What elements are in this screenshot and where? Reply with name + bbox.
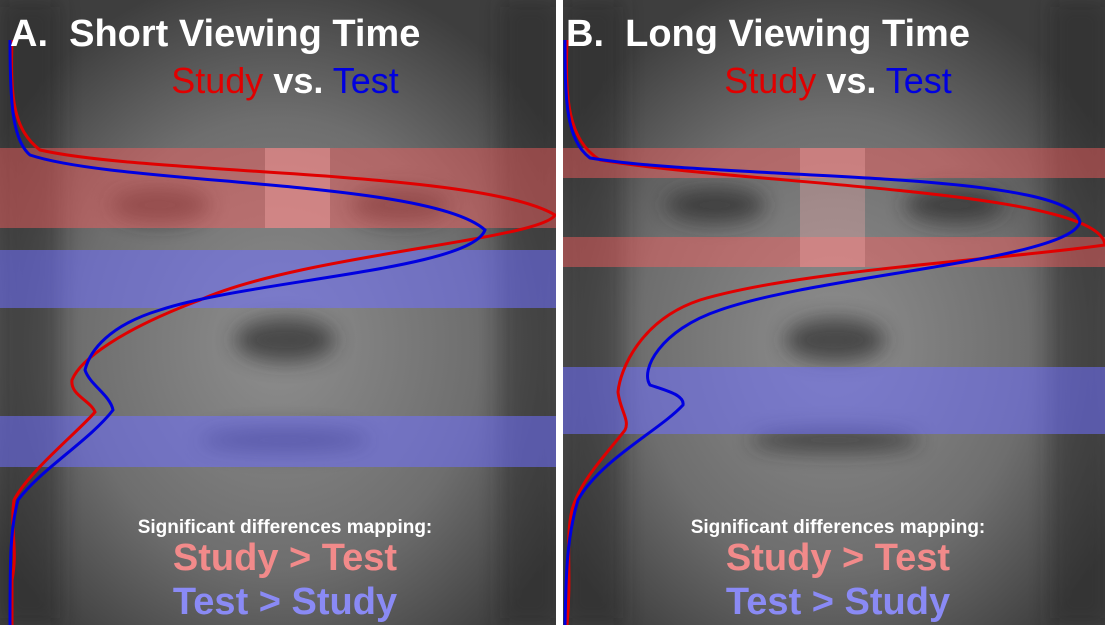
subtitle-vs: vs. xyxy=(273,60,323,101)
face-background xyxy=(563,0,1105,625)
study-curve xyxy=(565,39,1105,625)
study-band xyxy=(0,148,556,228)
subtitle-vs: vs. xyxy=(826,60,876,101)
legend-heading: Significant differences mapping: xyxy=(691,517,986,538)
subtitle-study: Study xyxy=(724,60,816,101)
panel-title: B. Long Viewing Time xyxy=(566,13,970,55)
test-band xyxy=(563,367,1105,434)
legend-test: Test > Study xyxy=(726,581,950,623)
subtitle-test: Test xyxy=(886,60,952,101)
face-background xyxy=(0,0,556,625)
test-curve xyxy=(563,39,1082,625)
subtitle-test: Test xyxy=(333,60,399,101)
test-band xyxy=(0,250,556,308)
panel-a xyxy=(0,0,556,625)
study-curve xyxy=(10,39,556,625)
legend-heading: Significant differences mapping: xyxy=(138,517,433,538)
legend-study: Study > Test xyxy=(726,537,951,579)
legend-test: Test > Study xyxy=(173,581,397,623)
subtitle-study: Study xyxy=(171,60,263,101)
panel-title: A. Short Viewing Time xyxy=(10,13,420,55)
panel-subtitle: Study vs. Test xyxy=(724,60,952,101)
panel-subtitle: Study vs. Test xyxy=(171,60,399,101)
test-curve xyxy=(8,39,487,625)
panel-b xyxy=(563,0,1105,625)
test-band xyxy=(0,416,556,467)
legend-study: Study > Test xyxy=(173,537,398,579)
study-band xyxy=(563,148,1105,178)
divider xyxy=(556,0,563,625)
study-band xyxy=(800,148,865,267)
